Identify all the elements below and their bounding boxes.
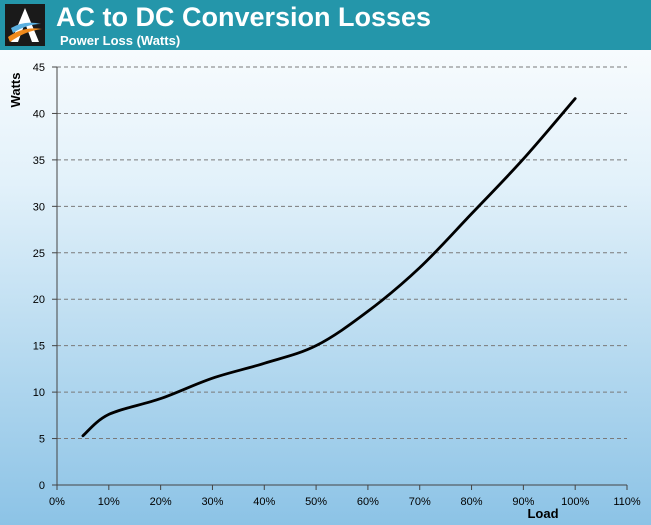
logo-icon: [8, 8, 42, 42]
x-tick-label: 60%: [357, 496, 379, 508]
x-tick-label: 100%: [561, 496, 589, 508]
chart-title: AC to DC Conversion Losses: [56, 2, 432, 32]
y-tick-label: 40: [33, 108, 45, 120]
y-tick-label: 0: [39, 480, 45, 492]
x-tick-label: 90%: [512, 496, 534, 508]
y-tick-label: 35: [33, 155, 45, 167]
x-tick-label: 40%: [253, 496, 275, 508]
x-tick-label: 50%: [305, 496, 327, 508]
gridlines: [57, 66, 627, 440]
x-tick-label: 30%: [201, 496, 223, 508]
x-tick-label: 0%: [49, 496, 65, 508]
x-tick-label: 10%: [98, 496, 120, 508]
y-tick-label: 5: [39, 434, 45, 446]
y-tick-labels: 0 5 10 15 20 25 30 35 40 45: [33, 62, 45, 492]
x-axis-title: Load: [527, 506, 558, 521]
chart-header: AC to DC Conversion Losses Power Loss (W…: [0, 0, 651, 50]
y-tick-label: 25: [33, 248, 45, 260]
y-tick-label: 15: [33, 341, 45, 353]
y-tick-label: 10: [33, 387, 45, 399]
chart-subtitle: Power Loss (Watts): [60, 33, 181, 48]
y-tick-label: 30: [33, 201, 45, 213]
x-tick-label: 20%: [150, 496, 172, 508]
series-line: [81, 97, 577, 438]
y-tick-label: 20: [33, 294, 45, 306]
x-tick-label: 110%: [613, 496, 641, 508]
axes: [52, 66, 628, 490]
series: [81, 97, 577, 438]
y-axis-title: Watts: [8, 73, 23, 108]
brand-logo: [5, 4, 45, 46]
x-tick-labels: 0% 10% 20% 30% 40% 50% 60% 70% 80% 90% 100% 110%: [49, 496, 641, 508]
y-tick-label: 45: [33, 62, 45, 74]
x-tick-label: 70%: [409, 496, 431, 508]
x-tick-label: 80%: [461, 496, 483, 508]
